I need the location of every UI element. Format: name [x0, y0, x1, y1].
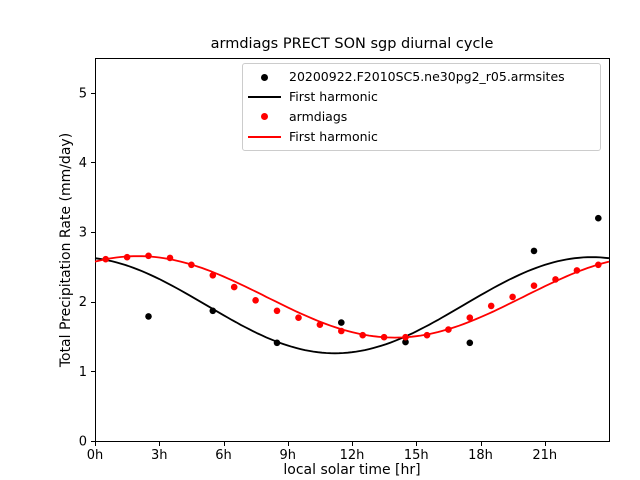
axes-frame	[95, 58, 610, 442]
x-tick-label: 12h	[340, 448, 365, 463]
x-tick-label: 21h	[532, 448, 557, 463]
y-tick-label: 4	[79, 156, 87, 171]
line-marker-icon	[243, 96, 285, 99]
y-axis-ticks: 0 1 2 3 4 5	[79, 86, 95, 450]
y-tick-label: 5	[79, 86, 87, 101]
x-axis-ticks: 0h 3h 6h 9h 12h 15h 18h 21h	[87, 442, 557, 463]
first-harmonic-line-0	[94, 256, 610, 355]
legend-entry: First harmonic	[243, 127, 600, 146]
x-tick-label: 0h	[87, 448, 104, 463]
x-tick-label: 18h	[468, 448, 493, 463]
scatter-marker-icon	[243, 73, 285, 81]
line-marker-icon	[243, 135, 285, 138]
legend-entry-label: armdiags	[289, 108, 348, 124]
y-tick-label: 3	[79, 226, 87, 241]
legend-entry-label: 20200922.F2010SC5.ne30pg2_r05.armsites	[289, 69, 565, 85]
x-tick-label: 9h	[279, 448, 296, 463]
scatter-series-1	[102, 252, 602, 341]
legend: 20200922.F2010SC5.ne30pg2_r05.armsites F…	[242, 63, 601, 151]
legend-entry: armdiags	[243, 107, 600, 126]
legend-entry: 20200922.F2010SC5.ne30pg2_r05.armsites	[243, 68, 600, 87]
x-tick-label: 6h	[215, 448, 232, 463]
x-tick-label: 15h	[404, 448, 429, 463]
y-tick-label: 1	[79, 365, 87, 380]
scatter-marker-icon	[243, 113, 285, 121]
scatter-series-0	[145, 214, 602, 347]
first-harmonic-line-1	[94, 255, 610, 339]
legend-entry: First harmonic	[243, 88, 600, 107]
x-tick-label: 3h	[151, 448, 168, 463]
x-axis-label: local solar time [hr]	[283, 462, 421, 478]
legend-entry-label: First harmonic	[289, 128, 378, 144]
legend-entry-label: First harmonic	[289, 89, 378, 105]
chart-title: armdiags PRECT SON sgp diurnal cycle	[210, 36, 494, 52]
y-tick-label: 2	[79, 295, 87, 310]
y-tick-label: 0	[79, 435, 87, 450]
